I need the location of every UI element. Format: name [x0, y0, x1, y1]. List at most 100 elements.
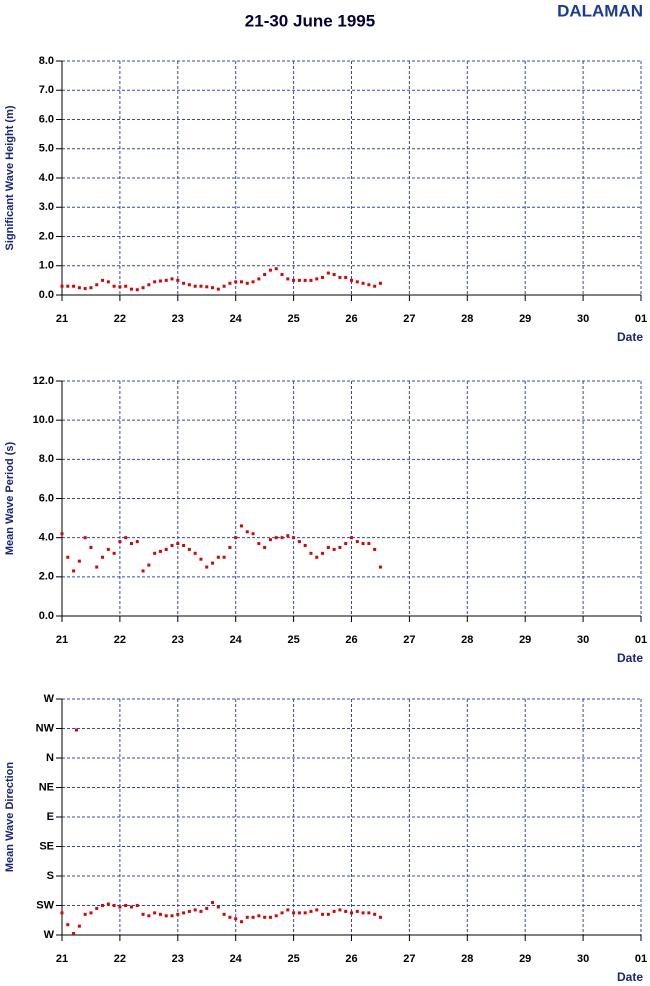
point	[286, 534, 290, 538]
point	[129, 287, 133, 291]
point	[257, 914, 261, 918]
y-tick-label: 2.0	[39, 230, 54, 242]
x-tick-label: 30	[577, 313, 589, 325]
point	[106, 547, 110, 551]
point	[326, 271, 330, 275]
point	[193, 551, 197, 555]
y-tick-label: 2.0	[39, 571, 54, 583]
y-tick-label: 4.0	[39, 172, 54, 184]
y-tick-label: W	[44, 929, 55, 941]
point	[101, 278, 105, 282]
point	[245, 530, 249, 534]
point	[141, 912, 145, 916]
point	[326, 912, 330, 916]
x-tick-label: 23	[172, 953, 184, 965]
y-tick-label: 6.0	[39, 113, 54, 125]
point	[309, 278, 313, 282]
point	[170, 914, 174, 918]
point	[378, 915, 382, 919]
point	[164, 278, 168, 282]
point	[274, 536, 278, 540]
point	[211, 561, 215, 565]
point	[245, 281, 249, 285]
point	[187, 547, 191, 551]
y-tick-label: 0.0	[39, 610, 54, 622]
point	[60, 284, 64, 288]
point	[297, 540, 301, 544]
point	[344, 909, 348, 913]
point	[234, 536, 238, 540]
x-tick-label: 22	[114, 313, 126, 325]
point	[222, 284, 226, 288]
x-tick-label: 30	[577, 953, 589, 965]
point	[367, 283, 371, 287]
point	[95, 283, 99, 287]
point	[153, 551, 157, 555]
point	[251, 532, 255, 536]
x-tick-label: 23	[172, 313, 184, 325]
x-tick-label: 24	[230, 634, 243, 646]
point	[268, 538, 272, 542]
point	[239, 524, 243, 528]
point	[274, 267, 278, 271]
x-axis-label: Date	[617, 970, 643, 984]
x-tick-label: 22	[114, 953, 126, 965]
point	[118, 540, 122, 544]
point	[326, 545, 330, 549]
point	[378, 281, 382, 285]
x-tick-label: 01	[635, 953, 647, 965]
point	[303, 544, 307, 547]
point	[216, 555, 220, 559]
point	[222, 555, 226, 559]
x-tick-label: 23	[172, 634, 184, 646]
point	[350, 278, 353, 282]
y-tick-label: 10.0	[33, 414, 54, 426]
point	[332, 273, 336, 277]
y-tick-label: S	[47, 870, 54, 882]
point	[141, 569, 145, 573]
point	[153, 280, 157, 284]
point	[60, 532, 64, 536]
y-tick-label: N	[46, 752, 54, 764]
point	[147, 563, 151, 567]
point	[147, 914, 151, 918]
point	[315, 908, 319, 912]
point	[263, 545, 267, 549]
point	[373, 547, 377, 551]
point	[205, 285, 209, 289]
point	[101, 904, 105, 907]
point	[257, 542, 261, 546]
x-tick-label: 24	[230, 313, 243, 325]
point	[286, 277, 290, 281]
x-tick-label: 26	[345, 313, 357, 325]
point	[303, 911, 307, 915]
point	[135, 540, 139, 544]
y-axis-label: Mean Wave Period (s)	[4, 442, 16, 556]
point	[158, 912, 162, 916]
y-tick-label: 5.0	[39, 143, 54, 155]
point	[245, 915, 249, 919]
point	[355, 909, 359, 913]
x-tick-label: 25	[287, 634, 299, 646]
point	[309, 909, 313, 913]
point	[332, 547, 336, 551]
y-tick-label: 8.0	[39, 55, 54, 67]
y-tick-label: 4.0	[39, 532, 54, 544]
x-tick-label: 22	[114, 634, 126, 646]
point	[89, 286, 93, 290]
point	[83, 287, 87, 291]
point	[118, 285, 122, 289]
point	[135, 288, 139, 292]
x-tick-label: 21	[56, 634, 68, 646]
point	[309, 551, 313, 555]
point	[158, 279, 162, 283]
point	[321, 275, 325, 279]
x-tick-label: 28	[461, 313, 473, 325]
x-tick-label: 25	[287, 953, 299, 965]
x-tick-label: 29	[519, 953, 531, 965]
y-tick-label: 7.0	[39, 84, 54, 96]
point	[95, 906, 99, 910]
y-tick-label: 12.0	[33, 375, 54, 387]
point	[268, 268, 272, 272]
